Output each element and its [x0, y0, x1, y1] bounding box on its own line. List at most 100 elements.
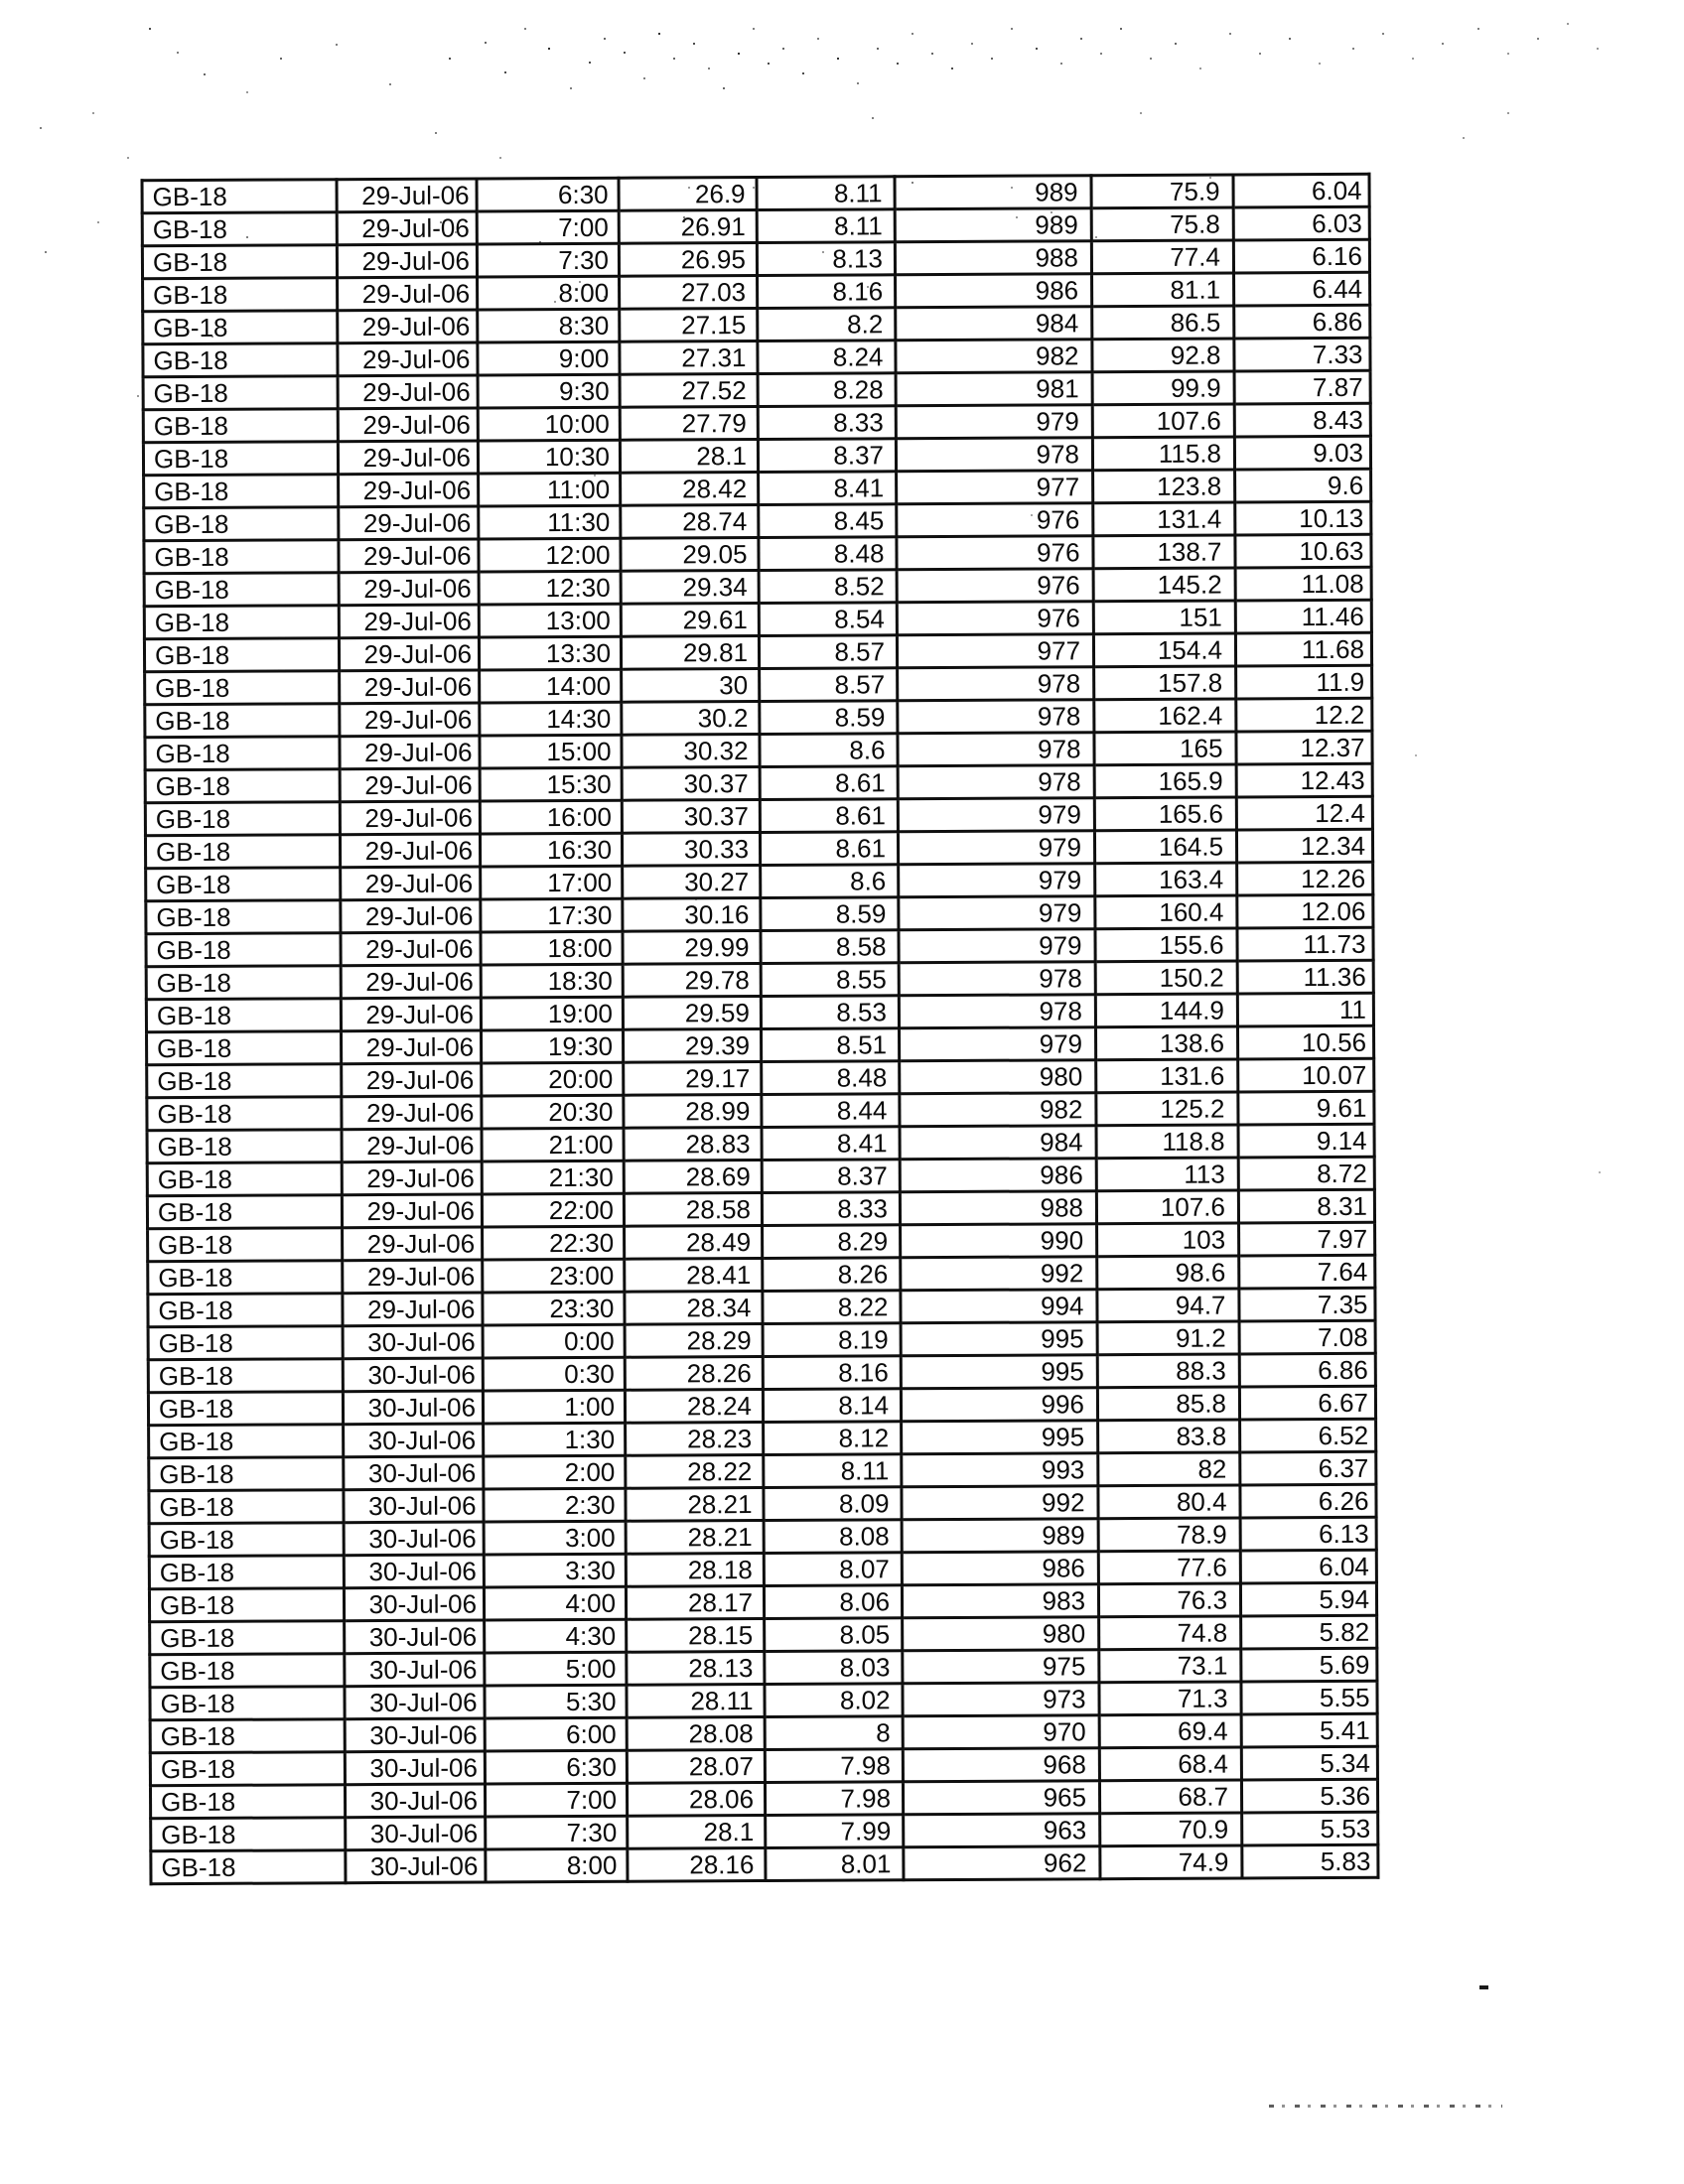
scan-noise-dashes [1269, 2105, 1502, 2108]
measurement-4-cell: 91.2 [1097, 1320, 1240, 1355]
measurement-4-cell: 86.5 [1091, 305, 1234, 340]
measurement-5-cell: 7.64 [1238, 1255, 1375, 1289]
time-cell: 13:00 [479, 604, 622, 637]
time-cell: 0:30 [483, 1357, 626, 1391]
time-cell: 7:00 [477, 210, 620, 244]
measurement-1-cell: 30.2 [621, 701, 760, 736]
measurement-5-cell: 11.68 [1235, 632, 1372, 666]
measurement-5-cell: 7.33 [1233, 338, 1371, 371]
measurement-5-cell: 6.37 [1239, 1451, 1376, 1485]
time-cell: 6:30 [477, 178, 620, 211]
measurement-4-cell: 68.4 [1099, 1746, 1242, 1781]
time-cell: 2:30 [483, 1488, 627, 1522]
date-cell: 30-Jul-06 [345, 1783, 486, 1818]
measurement-1-cell: 28.74 [620, 504, 759, 539]
measurement-2-cell: 8.37 [758, 438, 897, 473]
measurement-3-cell: 976 [897, 601, 1094, 635]
measurement-3-cell: 995 [901, 1321, 1098, 1356]
measurement-5-cell: 5.41 [1241, 1713, 1378, 1747]
measurement-4-cell: 81.1 [1091, 272, 1234, 307]
measurement-1-cell: 30.16 [622, 897, 761, 932]
measurement-3-cell: 978 [897, 732, 1095, 766]
measurement-3-cell: 979 [898, 895, 1095, 930]
measurement-2-cell: 8.61 [760, 831, 899, 866]
measurement-3-cell: 978 [899, 994, 1096, 1028]
measurement-5-cell: 8.72 [1238, 1157, 1375, 1190]
measurement-3-cell: 978 [896, 437, 1093, 472]
station-cell: GB-18 [149, 1653, 345, 1688]
measurement-2-cell: 8.45 [758, 503, 897, 538]
measurement-3-cell: 978 [897, 699, 1094, 734]
measurement-5-cell: 9.14 [1238, 1124, 1375, 1158]
date-cell: 30-Jul-06 [343, 1324, 484, 1359]
measurement-5-cell: 5.82 [1240, 1615, 1377, 1649]
station-cell: GB-18 [147, 1194, 343, 1229]
time-cell: 21:30 [482, 1160, 625, 1194]
date-cell: 29-Jul-06 [340, 800, 481, 835]
date-cell: 30-Jul-06 [344, 1554, 485, 1588]
measurement-1-cell: 27.03 [619, 275, 758, 310]
date-cell: 29-Jul-06 [337, 243, 478, 278]
date-cell: 29-Jul-06 [337, 276, 478, 311]
measurement-5-cell: 5.55 [1240, 1681, 1378, 1714]
measurement-2-cell: 8.41 [758, 471, 897, 505]
date-cell: 29-Jul-06 [340, 898, 481, 933]
measurement-1-cell: 26.9 [619, 177, 758, 211]
measurement-4-cell: 80.4 [1097, 1484, 1241, 1519]
time-cell: 0:00 [483, 1324, 626, 1358]
measurement-5-cell: 5.53 [1241, 1812, 1378, 1845]
station-cell: GB-18 [145, 834, 341, 869]
measurement-4-cell: 85.8 [1097, 1386, 1240, 1421]
measurement-4-cell: 125.2 [1095, 1091, 1239, 1126]
table-body: GB-18 29-Jul-06 6:30 26.9 8.11 989 75.9 6.04 GB-… [142, 174, 1378, 1884]
measurement-2-cell: 8.03 [764, 1650, 903, 1685]
time-cell: 3:00 [484, 1521, 627, 1555]
measurement-3-cell: 986 [902, 1551, 1099, 1585]
station-cell: GB-18 [149, 1555, 345, 1589]
measurement-2-cell: 8.61 [760, 798, 899, 833]
station-cell: GB-18 [147, 1293, 344, 1327]
measurement-1-cell: 28.41 [624, 1258, 763, 1293]
scan-noise-speckles [0, 0, 2, 2]
station-cell: GB-18 [144, 637, 340, 672]
measurement-4-cell: 131.4 [1092, 501, 1235, 536]
station-cell: GB-18 [142, 310, 338, 344]
measurement-2-cell: 8.13 [757, 241, 896, 276]
measurement-4-cell: 154.4 [1093, 632, 1236, 667]
station-cell: GB-18 [146, 998, 342, 1032]
measurement-1-cell: 28.18 [626, 1553, 765, 1587]
measurement-2-cell: 8.11 [763, 1453, 902, 1488]
measurement-2-cell: 8.22 [762, 1290, 902, 1324]
time-cell: 8:00 [477, 276, 620, 310]
measurement-1-cell: 28.17 [626, 1585, 765, 1620]
time-cell: 17:00 [480, 866, 623, 899]
measurement-1-cell: 28.1 [627, 1815, 766, 1849]
measurement-3-cell: 988 [900, 1190, 1097, 1225]
date-cell: 30-Jul-06 [343, 1357, 484, 1392]
date-cell: 30-Jul-06 [343, 1423, 484, 1457]
measurement-4-cell: 165 [1093, 731, 1237, 765]
station-cell: GB-18 [146, 1096, 343, 1131]
measurement-1-cell: 28.13 [626, 1651, 765, 1686]
measurement-3-cell: 978 [898, 764, 1095, 799]
measurement-3-cell: 978 [897, 666, 1094, 701]
date-cell: 29-Jul-06 [337, 341, 479, 376]
measurement-2-cell: 8.12 [763, 1421, 902, 1455]
measurement-3-cell: 975 [902, 1649, 1099, 1684]
time-cell: 9:00 [477, 341, 621, 375]
measurement-5-cell: 12.37 [1235, 731, 1373, 764]
date-cell: 30-Jul-06 [345, 1717, 486, 1752]
measurement-5-cell: 5.94 [1240, 1582, 1377, 1616]
measurement-4-cell: 138.6 [1095, 1025, 1238, 1060]
date-cell: 29-Jul-06 [341, 1029, 482, 1064]
time-cell: 23:00 [482, 1259, 625, 1293]
time-cell: 20:00 [481, 1062, 624, 1096]
measurement-2-cell: 8.14 [763, 1388, 902, 1423]
time-cell: 10:30 [478, 440, 621, 474]
station-cell: GB-18 [142, 244, 338, 279]
measurement-5-cell: 11.9 [1235, 665, 1372, 699]
measurement-2-cell: 8.07 [764, 1552, 903, 1586]
measurement-1-cell: 28.69 [624, 1160, 763, 1194]
measurement-1-cell: 28.42 [620, 472, 759, 506]
measurement-4-cell: 98.6 [1096, 1255, 1239, 1290]
